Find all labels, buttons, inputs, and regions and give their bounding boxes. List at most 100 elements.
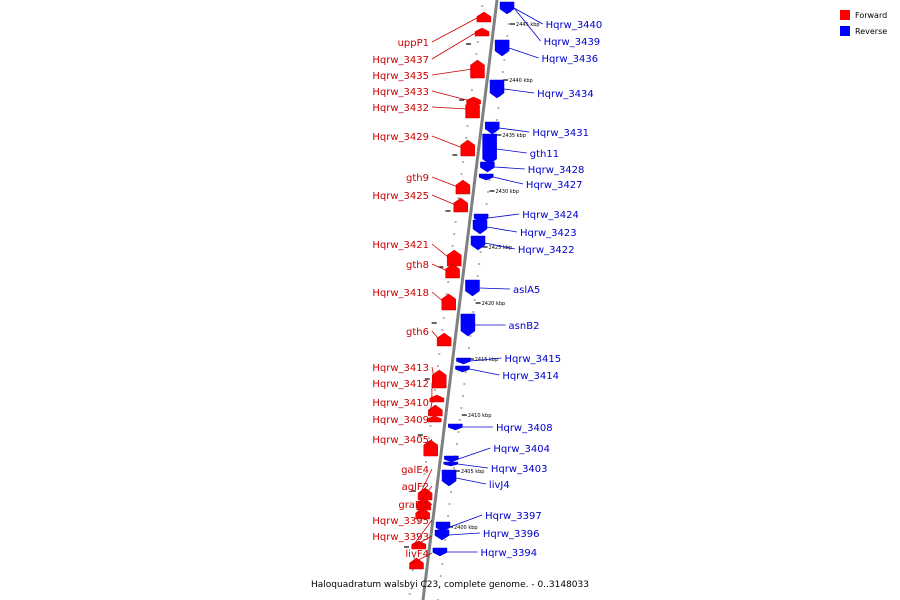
forward-gene-label[interactable]: Hqrw_3435: [372, 71, 429, 82]
reverse-gene-feature[interactable]: [444, 455, 459, 463]
reverse-gene-label[interactable]: gth11: [530, 149, 559, 160]
forward-gene-label[interactable]: Hqrw_3437: [372, 55, 429, 66]
reverse-gene-label[interactable]: asnB2: [509, 321, 540, 332]
reverse-gene-label[interactable]: Hqrw_3428: [528, 165, 585, 176]
reverse-gene-label[interactable]: Hqrw_3394: [481, 548, 538, 559]
forward-gene-label[interactable]: Hqrw_3410: [372, 398, 429, 409]
reverse-gene-feature[interactable]: [465, 279, 480, 297]
reverse-gene-label[interactable]: aslA5: [513, 285, 540, 296]
forward-gene-leader: [431, 243, 450, 259]
reverse-gene-feature[interactable]: [478, 173, 494, 181]
forward-gene-label[interactable]: Hqrw_3432: [372, 103, 429, 114]
reverse-gene-label[interactable]: Hqrw_3408: [496, 423, 553, 434]
scale-tick-label: 2400 kbp: [454, 525, 478, 531]
forward-gene-label[interactable]: Hqrw_3425: [372, 191, 429, 202]
reverse-gene-feature[interactable]: [443, 461, 459, 467]
reverse-gene-feature[interactable]: [434, 529, 450, 541]
forward-gene-feature[interactable]: [474, 27, 490, 37]
reverse-gene-leader: [448, 532, 480, 536]
reverse-gene-feature[interactable]: [460, 313, 476, 337]
forward-gene-feature[interactable]: [409, 557, 424, 570]
reverse-gene-label[interactable]: Hqrw_3403: [491, 464, 548, 475]
forward-gene-label[interactable]: Hqrw_3412: [372, 379, 429, 390]
reverse-gene-label[interactable]: Hqrw_3427: [526, 180, 583, 191]
forward-gene-leader: [431, 263, 448, 272]
forward-gene-feature[interactable]: [432, 369, 447, 389]
reverse-gene-label[interactable]: Hqrw_3439: [544, 37, 601, 48]
reverse-gene-feature[interactable]: [432, 547, 448, 557]
forward-gene-feature[interactable]: [429, 394, 445, 403]
forward-gene-label[interactable]: livF4: [405, 549, 429, 560]
forward-gene-label[interactable]: Hqrw_3395: [372, 516, 429, 527]
forward-gene-leader: [431, 90, 469, 101]
reverse-gene-label[interactable]: Hqrw_3422: [518, 245, 575, 256]
forward-gene-label[interactable]: Hqrw_3429: [372, 132, 429, 143]
forward-gene-leader: [411, 552, 433, 564]
forward-gene-label[interactable]: Hqrw_3409: [372, 415, 429, 426]
reverse-gene-label[interactable]: livJ4: [489, 480, 510, 491]
reverse-gene-feature[interactable]: [472, 219, 488, 235]
forward-gene-label[interactable]: aglF2: [402, 482, 429, 493]
forward-gene-feature[interactable]: [476, 11, 492, 23]
reverse-gene-leader: [513, 7, 543, 25]
forward-gene-feature[interactable]: [415, 507, 430, 520]
reverse-gene-feature[interactable]: [480, 161, 495, 173]
reverse-gene-feature[interactable]: [441, 469, 457, 487]
reverse-gene-label[interactable]: Hqrw_3424: [522, 210, 579, 221]
reverse-gene-label[interactable]: Hqrw_3436: [541, 54, 598, 65]
forward-gene-label[interactable]: Hqrw_3433: [372, 87, 429, 98]
reverse-gene-leader: [449, 514, 483, 528]
forward-gene-label[interactable]: gth8: [406, 260, 429, 271]
forward-genes: uppP1 Hqrw_3437 Hqrw_3435 Hqrw_3433 Hqrw_343…: [372, 11, 492, 570]
forward-gene-leader: [431, 31, 478, 60]
reverse-gene-leader: [479, 287, 510, 290]
forward-gene-feature[interactable]: [441, 293, 457, 311]
scale-tick-label: 2430 kbp: [495, 189, 519, 195]
forward-gene-feature[interactable]: [455, 179, 471, 195]
reverse-gene-label[interactable]: Hqrw_3423: [520, 228, 577, 239]
legend-forward-label: Forward: [855, 11, 887, 20]
reverse-gene-feature[interactable]: [456, 357, 471, 365]
forward-gene-feature[interactable]: [436, 332, 452, 347]
forward-gene-label[interactable]: Hqrw_3418: [372, 288, 429, 299]
forward-gene-feature[interactable]: [470, 59, 485, 79]
forward-gene-label[interactable]: Hqrw_3421: [372, 240, 429, 251]
reverse-gene-label[interactable]: Hqrw_3414: [502, 371, 559, 382]
forward-gene-label[interactable]: gth9: [406, 173, 429, 184]
forward-gene-label[interactable]: gth6: [406, 327, 429, 338]
reverse-gene-feature[interactable]: [499, 1, 515, 15]
reverse-gene-feature[interactable]: [494, 39, 510, 57]
reverse-gene-feature[interactable]: [455, 365, 470, 373]
forward-gene-feature[interactable]: [411, 542, 426, 550]
reverse-gene-label[interactable]: Hqrw_3404: [493, 444, 550, 455]
reverse-gene-label[interactable]: Hqrw_3397: [485, 511, 542, 522]
forward-gene-feature[interactable]: [465, 99, 480, 119]
reverse-gene-feature[interactable]: [448, 423, 463, 431]
forward-gene-label[interactable]: Hqrw_3413: [372, 363, 429, 374]
reverse-gene-label[interactable]: Hqrw_3440: [546, 20, 603, 31]
reverse-gene-label[interactable]: Hqrw_3396: [483, 529, 540, 540]
forward-gene-feature[interactable]: [446, 249, 462, 267]
reverse-gene-leader: [457, 463, 488, 469]
reverse-gene-feature[interactable]: [484, 121, 500, 135]
reverse-gene-feature[interactable]: [470, 235, 486, 251]
reverse-gene-leader: [469, 368, 500, 376]
reverse-gene-label[interactable]: Hqrw_3415: [504, 354, 561, 365]
reverse-gene-leader: [513, 7, 541, 42]
forward-gene-label[interactable]: Hqrw_3405: [372, 435, 429, 446]
forward-gene-feature[interactable]: [460, 139, 475, 157]
reverse-gene-label[interactable]: Hqrw_3431: [532, 128, 589, 139]
forward-gene-label[interactable]: galE4: [401, 465, 429, 476]
reverse-gene-label[interactable]: Hqrw_3434: [537, 89, 594, 100]
reverse-gene-feature[interactable]: [489, 79, 505, 99]
forward-gene-feature[interactable]: [423, 439, 438, 457]
forward-gene-label[interactable]: uppP1: [398, 38, 429, 49]
reverse-gene-feature[interactable]: [482, 133, 497, 165]
forward-gene-feature[interactable]: [427, 415, 442, 423]
forward-gene-label[interactable]: graD5: [398, 500, 429, 511]
forward-gene-label[interactable]: Hqrw_3393: [372, 532, 429, 543]
forward-gene-leader: [429, 401, 433, 411]
forward-gene-feature[interactable]: [453, 197, 468, 213]
forward-gene-leader: [431, 194, 456, 206]
forward-gene-feature[interactable]: [428, 404, 443, 417]
